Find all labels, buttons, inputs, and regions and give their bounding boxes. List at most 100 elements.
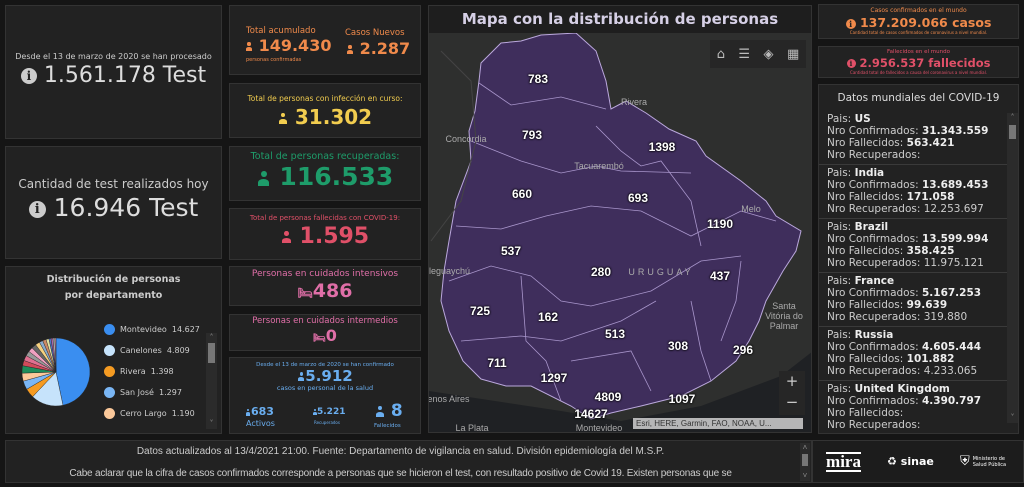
legend-swatch [104, 324, 115, 335]
mira-logo: mira [826, 451, 861, 472]
country-item[interactable]: Pais: India Nro Confirmados: 13.689.453 Nr… [819, 165, 1007, 219]
world-cases-value: 137.209.066 casos [859, 15, 992, 30]
pie-slice[interactable] [54, 337, 57, 373]
department-count-label[interactable]: 660 [511, 187, 533, 201]
department-count-label[interactable]: 1190 [706, 217, 734, 231]
recovered-label: Nro Recuperados: [827, 149, 921, 161]
country-label: Pais: [827, 221, 855, 233]
department-count-label[interactable]: 162 [537, 310, 559, 324]
country-name: India [854, 167, 885, 179]
country-item[interactable]: Pais: Brazil Nro Confirmados: 13.599.994 N… [819, 219, 1007, 273]
department-count-label[interactable]: 783 [527, 72, 549, 86]
sinae-logo: ♻ sinae [887, 455, 934, 468]
bed-icon: 🛏 [313, 333, 326, 344]
legend-icon[interactable]: ☰ [738, 46, 751, 62]
pie-chart[interactable] [21, 337, 91, 407]
person-icon [281, 231, 292, 243]
legend-item[interactable]: Canelones 4.809 [104, 340, 200, 361]
legend-scrollbar[interactable]: ˄ ˅ [206, 333, 217, 429]
legend-value: 1.190 [171, 409, 195, 418]
map-place-label: Concordia [445, 134, 487, 144]
salud-value: 5.912 [305, 367, 353, 385]
map-title: Mapa con la distribución de personas [429, 6, 811, 33]
department-count-label[interactable]: 4809 [594, 390, 622, 404]
country-label: Pais: [827, 113, 855, 125]
legend-name: Montevideo [120, 325, 167, 334]
legend-name: Rivera [120, 367, 146, 376]
recovered-value: 12.253.697 [923, 203, 984, 215]
deaths-label: Nro Fallecidos: [827, 137, 907, 149]
legend-item[interactable]: Cerro Largo 1.190 [104, 403, 200, 424]
department-borders [448, 82, 777, 402]
country-list-scrollbar[interactable]: ˄ ˅ [1007, 113, 1018, 423]
sea [429, 352, 811, 432]
department-count-label[interactable]: 1297 [540, 371, 568, 385]
footer-notes: Datos actualizados al 13/4/2021 21:00. F… [5, 440, 812, 483]
map-place-label: Rivera [620, 97, 648, 107]
tests-total-value: 1.561.178 Test [43, 63, 207, 88]
country-item[interactable]: Pais: France Nro Confirmados: 5.167.253 Nr… [819, 273, 1007, 327]
zoom-out-button[interactable]: − [785, 393, 799, 411]
zoom-in-button[interactable]: + [785, 372, 799, 390]
tests-total-caption: Desde el 13 de marzo de 2020 se han proc… [15, 52, 212, 61]
department-count-label[interactable]: 711 [487, 356, 507, 370]
intensivos-label: Personas en cuidados intensivos [251, 269, 399, 279]
fallecidas-value: 1.595 [299, 224, 370, 249]
map-toolbar: ⌂ ☰ ◈ ▦ [710, 40, 806, 68]
legend-swatch [104, 366, 115, 377]
pie-slice[interactable] [55, 337, 91, 406]
legend-value: 1.398 [150, 367, 174, 376]
fallecidas-label: Total de personas fallecidas con COVID-1… [249, 214, 401, 222]
department-count-label[interactable]: 1097 [668, 392, 696, 406]
department-count-label[interactable]: 725 [469, 304, 491, 318]
intermedios-value: 0 [325, 326, 337, 345]
department-count-label[interactable]: 513 [604, 327, 626, 341]
legend-swatch [104, 408, 115, 419]
layers-icon[interactable]: ◈ [763, 46, 774, 62]
recovered-value: 319.880 [923, 311, 968, 323]
legend-item[interactable]: Rivera 1.398 [104, 361, 200, 382]
country-list[interactable]: Pais: US Nro Confirmados: 31.343.559 Nro F… [819, 111, 1007, 433]
department-count-label[interactable]: 693 [627, 191, 649, 205]
salud-recuperados: 5.221 [317, 407, 346, 417]
legend-value: 14.627 [171, 325, 200, 334]
recovered-label: Nro Recuperados: [827, 257, 924, 269]
department-count-label[interactable]: 1398 [648, 140, 676, 154]
map-place-label: Buenos Aires [429, 394, 470, 404]
country-item[interactable]: Pais: Russia Nro Confirmados: 4.605.444 Nr… [819, 327, 1007, 381]
intensivos-value: 486 [312, 280, 353, 302]
logos-panel: mira ♻ sinae ⛨ Ministerio de Salud Públic… [812, 440, 1024, 483]
map-attribution[interactable]: Esri, HERE, Garmin, FAO, NOAA, U... [633, 418, 803, 429]
country-name: United Kingdom [854, 383, 950, 395]
country-item[interactable]: Pais: United Kingdom Nro Confirmados: 4.3… [819, 381, 1007, 433]
department-count-label[interactable]: 537 [500, 244, 522, 258]
salud-panel: Desde el 13 de marzo de 2020 se han conf… [229, 357, 421, 434]
salud-activos-label: Activos [246, 419, 275, 428]
department-count-label[interactable]: 437 [709, 269, 731, 283]
world-cases-sub: Cantidad total de casos confirmados de c… [849, 30, 988, 35]
department-count-label[interactable]: 793 [521, 128, 543, 142]
department-count-label[interactable]: 296 [732, 343, 754, 357]
confirmed-label: Nro Confirmados: [827, 179, 922, 191]
country-item[interactable]: Pais: US Nro Confirmados: 31.343.559 Nro F… [819, 111, 1007, 165]
home-icon[interactable]: ⌂ [716, 46, 725, 62]
legend-item[interactable]: Montevideo 14.627 [104, 319, 200, 340]
map-place-label: Santa Vitória do Palmar [765, 301, 803, 331]
salud-sub: casos en personal de la salud [276, 384, 374, 392]
map-place-label: URUGUAY [628, 267, 694, 277]
en-curso-label: Total de personas con infección en curso… [247, 94, 403, 103]
confirmed-value: 13.689.453 [921, 179, 989, 191]
person-icon [312, 408, 317, 415]
recovered-value: 11.975.121 [923, 257, 984, 269]
pie-legend: Montevideo 14.627 Canelones 4.809 Rivera 1… [104, 319, 200, 424]
department-count-label[interactable]: 308 [667, 339, 689, 353]
tests-today-panel: Cantidad de test realizados hoy i 16.946… [5, 146, 222, 259]
department-count-label[interactable]: 14627 [574, 407, 608, 421]
map-canvas[interactable] [429, 6, 812, 433]
tests-today-value: 16.946 Test [53, 193, 199, 222]
basemap-gallery-icon[interactable]: ▦ [786, 46, 800, 62]
footer-scrollbar[interactable]: ˄ ˅ [800, 443, 810, 481]
department-count-label[interactable]: 280 [590, 265, 612, 279]
confirmed-value: 5.167.253 [921, 287, 982, 299]
legend-item[interactable]: San José 1.297 [104, 382, 200, 403]
